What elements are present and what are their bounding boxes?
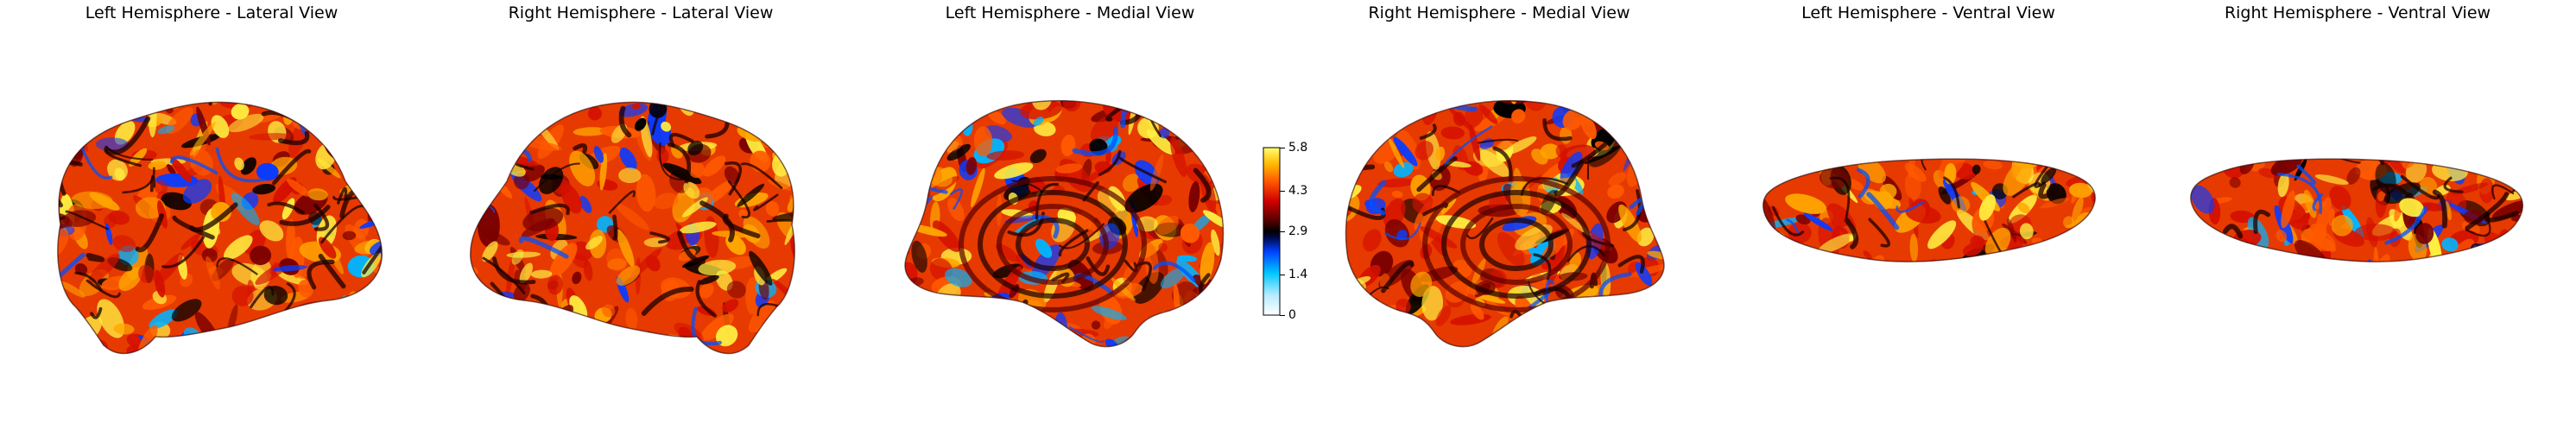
cortex-outline [2190, 158, 2524, 262]
colorbar-tick-label: 5.8 [1288, 141, 1308, 155]
panel-title: Left Hemisphere - Ventral View [1801, 3, 2055, 22]
cortex-outline [1762, 158, 2096, 262]
cortex-outline [57, 101, 383, 355]
colorbar-tick-label: 2.9 [1288, 224, 1308, 238]
panel-right-lateral: Right Hemisphere - Lateral View [429, 0, 852, 442]
brain-surface-right-lateral [470, 101, 795, 355]
cortex-activation-texture [1763, 159, 2096, 262]
brain-surface-left-medial [904, 100, 1225, 348]
brain-surface-right-medial [1345, 100, 1665, 348]
panel-title: Left Hemisphere - Medial View [945, 3, 1195, 22]
panel-left-ventral: Left Hemisphere - Ventral View [1717, 0, 2140, 442]
cortex-base [2190, 159, 2523, 262]
cortex-activation-texture [470, 102, 795, 354]
panel-right-medial: Right Hemisphere - Medial View [1288, 0, 1711, 442]
brain-surface-right-ventral [2190, 158, 2524, 262]
panel-left-medial: Left Hemisphere - Medial View [858, 0, 1282, 442]
colorbar-tick-label: 1.4 [1288, 268, 1308, 282]
colorbar-tick-mark [1280, 231, 1285, 232]
panel-left-lateral: Left Hemisphere - Lateral View [0, 0, 423, 442]
cortex-outline [470, 101, 795, 355]
colorbar-tick-label: 0 [1288, 308, 1296, 322]
colorbar-gradient [1263, 147, 1281, 316]
panel-title: Right Hemisphere - Ventral View [2224, 3, 2491, 22]
panel-title: Right Hemisphere - Medial View [1368, 3, 1630, 22]
cortex-outline [1345, 100, 1665, 348]
brain-surface-left-lateral [57, 101, 383, 355]
cortex-activation-texture [57, 102, 383, 354]
cortex-outline [904, 100, 1225, 348]
panel-right-ventral: Right Hemisphere - Ventral View [2146, 0, 2569, 442]
panel-title: Left Hemisphere - Lateral View [85, 3, 339, 22]
colorbar-tick-mark [1280, 315, 1285, 316]
colorbar-tick-mark [1280, 191, 1285, 193]
brain-surface-left-ventral [1762, 158, 2096, 262]
panel-title: Right Hemisphere - Lateral View [508, 3, 774, 22]
colorbar-tick-label: 4.3 [1288, 184, 1308, 199]
